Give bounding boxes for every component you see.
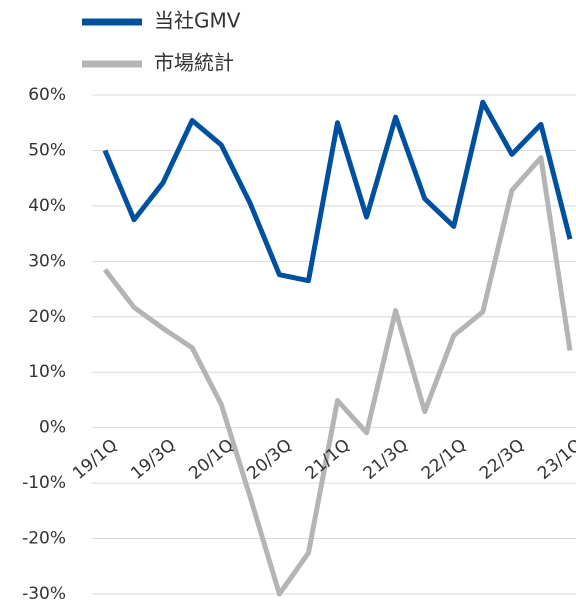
y-tick-label: -30% bbox=[22, 584, 66, 600]
y-tick-label: 0% bbox=[39, 418, 66, 438]
x-tick-label: 20/3Q bbox=[243, 435, 295, 483]
x-tick-label: 20/1Q bbox=[185, 435, 237, 483]
x-tick-label: 22/3Q bbox=[476, 435, 528, 483]
y-tick-label: 40% bbox=[28, 196, 66, 216]
x-tick-label: 23/1Q bbox=[534, 435, 576, 483]
y-tick-label: -10% bbox=[22, 473, 66, 493]
y-tick-label: 30% bbox=[28, 251, 66, 271]
y-tick-label: 60% bbox=[28, 85, 66, 105]
y-tick-label: 20% bbox=[28, 307, 66, 327]
y-tick-label: 10% bbox=[28, 362, 66, 382]
x-tick-label: 21/3Q bbox=[360, 435, 412, 483]
y-tick-label: -20% bbox=[22, 529, 66, 549]
legend-label: 当社GMV bbox=[154, 9, 241, 33]
y-tick-label: 50% bbox=[28, 140, 66, 160]
series-line bbox=[102, 99, 573, 284]
x-tick-label: 19/1Q bbox=[69, 435, 121, 483]
series-line bbox=[103, 155, 573, 597]
x-tick-label: 19/3Q bbox=[127, 435, 179, 483]
x-tick-label: 22/1Q bbox=[418, 435, 470, 483]
legend-label: 市場統計 bbox=[154, 51, 234, 75]
